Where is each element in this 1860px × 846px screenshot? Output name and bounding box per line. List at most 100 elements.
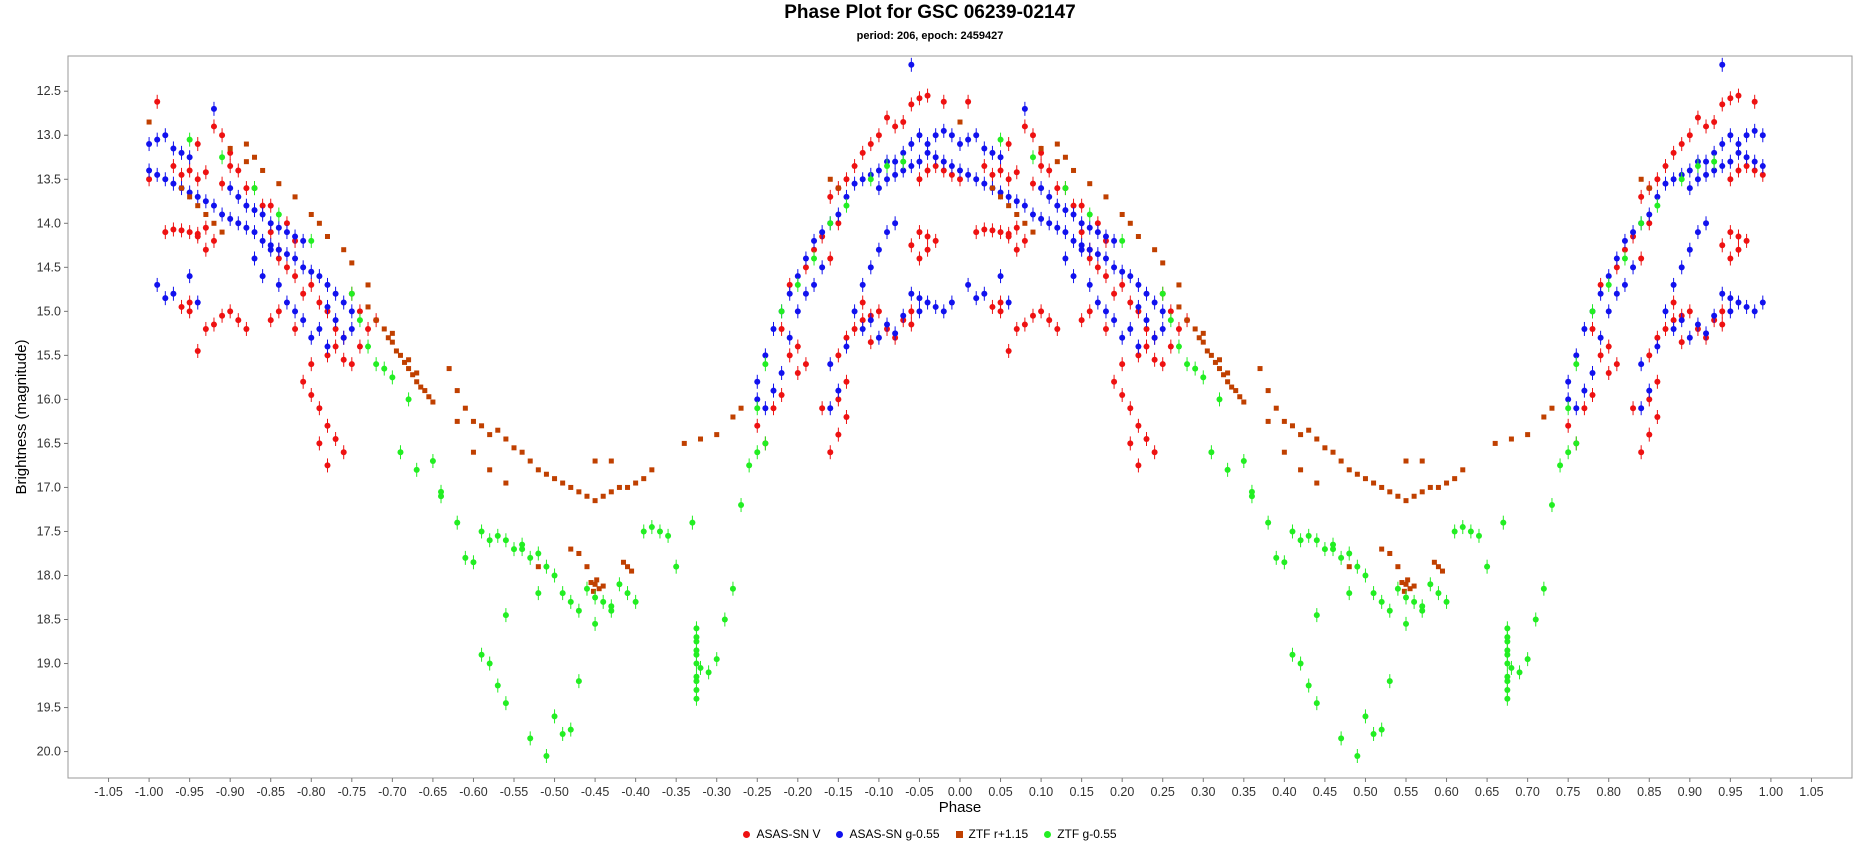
data-point [1399, 580, 1405, 586]
data-point [932, 303, 939, 310]
data-point [693, 678, 700, 685]
data-point [1297, 537, 1304, 544]
data-point [940, 167, 947, 174]
data-point [1167, 317, 1174, 324]
data-point [924, 233, 931, 240]
legend-marker [1044, 831, 1052, 839]
data-point [875, 185, 882, 192]
data-point [462, 554, 469, 561]
data-point [851, 180, 858, 187]
legend-label: ASAS-SN g-0.55 [849, 826, 940, 841]
data-point [729, 585, 736, 592]
data-point [584, 493, 590, 499]
data-point [267, 229, 274, 236]
data-point [632, 598, 639, 605]
data-point [381, 326, 387, 332]
data-point [292, 194, 298, 200]
data-point [600, 493, 606, 499]
data-point [1111, 317, 1118, 324]
x-tick-label: 0.95 [1718, 785, 1742, 799]
data-point [1743, 303, 1750, 310]
data-point [575, 678, 582, 685]
data-point [1062, 185, 1069, 192]
data-point [924, 141, 931, 148]
data-point [1646, 211, 1653, 218]
data-point [592, 620, 599, 627]
x-tick-label: -0.50 [540, 785, 569, 799]
legend: ASAS-SN V ASAS-SN g-0.55 ZTF r+1.15 ZTF g-0… [0, 826, 1860, 841]
data-point [1727, 295, 1734, 302]
data-point [770, 387, 777, 394]
data-point [1159, 325, 1166, 332]
data-point [332, 325, 339, 332]
data-point [543, 752, 550, 759]
data-point [940, 158, 947, 165]
data-point [965, 281, 972, 288]
data-point [1508, 436, 1514, 442]
data-point [1735, 92, 1742, 99]
data-point [1597, 290, 1604, 297]
data-point [940, 127, 947, 134]
data-point [503, 480, 509, 486]
data-point [1401, 588, 1407, 594]
x-tick-label: -0.40 [621, 785, 650, 799]
data-point [1078, 246, 1085, 253]
data-point [1751, 127, 1758, 134]
data-point [981, 145, 988, 152]
y-tick-label: 14.0 [37, 216, 61, 230]
data-point [1743, 163, 1750, 170]
data-point [884, 176, 891, 183]
data-point [1013, 325, 1020, 332]
data-point [389, 374, 396, 381]
data-point [405, 396, 412, 403]
data-point [348, 290, 355, 297]
data-point [633, 480, 639, 486]
data-point [162, 176, 169, 183]
data-point [1094, 251, 1101, 258]
data-point [1200, 374, 1207, 381]
data-point [324, 422, 331, 429]
data-point [1475, 532, 1482, 539]
data-point [867, 141, 874, 148]
data-point [1678, 176, 1685, 183]
data-point [1062, 255, 1069, 262]
data-point [1159, 361, 1166, 368]
data-point [1694, 114, 1701, 121]
legend-label: ZTF g-0.55 [1057, 826, 1117, 841]
y-tick-label: 18.5 [37, 613, 61, 627]
data-point [608, 489, 614, 495]
data-point [365, 343, 372, 350]
data-point [1046, 317, 1053, 324]
data-point [924, 167, 931, 174]
data-point [827, 255, 834, 262]
data-point [1504, 686, 1511, 693]
data-point [600, 583, 606, 589]
data-point [356, 317, 363, 324]
data-point [575, 607, 582, 614]
data-point [1386, 607, 1393, 614]
data-point [778, 391, 785, 398]
data-point [1670, 281, 1677, 288]
data-point [1403, 498, 1409, 504]
data-point [1135, 352, 1142, 359]
data-point [1054, 325, 1061, 332]
data-point [551, 572, 558, 579]
data-point [316, 273, 323, 280]
phase-plot: 12.5 13.0 13.5 14.0 14.5 15.0 15.5 16.0 16.5 17.0… [13, 55, 1853, 816]
data-point [1362, 476, 1368, 482]
data-point [1504, 695, 1511, 702]
data-point [1021, 123, 1028, 130]
data-point [592, 458, 598, 464]
data-point [1119, 237, 1126, 244]
data-point [1504, 625, 1511, 632]
data-point [1727, 158, 1734, 165]
x-tick-label: 0.15 [1069, 785, 1093, 799]
data-point [502, 700, 509, 707]
data-point [1102, 233, 1109, 240]
data-point [397, 449, 404, 456]
data-point [1281, 449, 1287, 455]
data-point [1119, 211, 1125, 217]
data-point [1504, 647, 1511, 654]
data-point [1395, 493, 1401, 499]
data-point [568, 484, 574, 490]
